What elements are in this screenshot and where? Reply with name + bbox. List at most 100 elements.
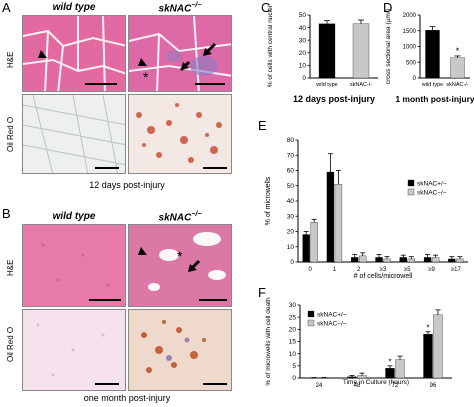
svg-text:*: * xyxy=(143,69,149,85)
panel-a-he-sknac-image: * xyxy=(128,15,232,92)
chart-e-bar xyxy=(448,258,456,263)
chart-e-bar xyxy=(359,255,367,263)
chart-e-ytick-label: 70 xyxy=(287,152,295,159)
panel-a-caption: 12 days post-injury xyxy=(89,180,165,190)
panel-b-oil-wildtype-image xyxy=(22,309,126,391)
chart-f-ytick-label: 20 xyxy=(289,327,297,334)
chart-f-category-label: 72 xyxy=(392,383,399,389)
chart-e-category-label: 2 xyxy=(357,267,361,273)
chart-e-bar xyxy=(310,222,318,263)
chart-f-category-label: 48 xyxy=(354,383,361,389)
chart-e-ytick-label: 0 xyxy=(290,259,294,266)
chart-e-bar xyxy=(431,257,440,263)
chart-e-category-label: ≥17 xyxy=(451,267,462,273)
chart-d-ytick-label: 500 xyxy=(406,60,417,66)
chart-e-bar xyxy=(326,171,335,263)
chart-e-category-label: ≥5 xyxy=(404,267,411,273)
chart-c-xlabel: 12 days post-injury xyxy=(293,94,375,104)
chart-e-bar xyxy=(407,258,415,263)
panel-b-he-wildtype-image xyxy=(22,224,126,307)
panel-b-he-sknac-image: * xyxy=(128,224,232,307)
chart-d-bar xyxy=(425,29,440,79)
chart-e-ytick-label: 30 xyxy=(287,213,295,220)
chart-c-bar xyxy=(352,23,370,79)
chart-c-ytick-label: 0 xyxy=(302,75,306,82)
chart-e-bar xyxy=(383,258,391,263)
chart-d-ylabel: cross sectional area (µm²) xyxy=(385,9,392,84)
chart-e-bar xyxy=(334,184,343,263)
chart-f-bar xyxy=(357,375,367,379)
panel-b-oil-sknac-image xyxy=(128,309,232,391)
chart-f-legend-label: skNAC−/− xyxy=(317,321,347,328)
panel-b-caption: one month post-injury xyxy=(83,393,171,403)
chart-e-ytick-label: 50 xyxy=(287,183,295,190)
chart-e-legend-swatch xyxy=(407,179,415,187)
chart-f-ytick-label: 5 xyxy=(292,363,296,370)
panel-e-letter: E xyxy=(258,118,267,133)
panel-b-col1-header: wild type xyxy=(52,211,96,222)
chart-d-category-label: wild type xyxy=(421,82,443,88)
chart-f-ytick-label: 10 xyxy=(289,351,297,358)
panel-f-letter: F xyxy=(258,285,266,300)
panel-a-col2-header: skNAC−/− xyxy=(158,2,202,15)
chart-e-ytick-label: 80 xyxy=(287,137,295,144)
chart-d-bar xyxy=(450,57,465,79)
chart-d-significance-star: * xyxy=(456,46,460,56)
chart-c-ytick-label: 20 xyxy=(299,50,307,57)
chart-d-ytick-label: 0 xyxy=(413,76,417,82)
panel-d-letter: D xyxy=(383,0,392,15)
chart-f-bar xyxy=(347,376,357,379)
svg-text:*: * xyxy=(177,248,183,264)
chart-e-ytick-label: 60 xyxy=(287,168,295,175)
panel-a-col1-header: wild type xyxy=(52,2,96,13)
panel-b-col2-header: skNAC−/− xyxy=(158,211,202,224)
chart-e-legend-swatch xyxy=(407,188,415,196)
chart-d-category-label: skNAC-/- xyxy=(446,82,468,88)
chart-f-xlabel: Time in Culture (hours) xyxy=(343,379,409,386)
chart-f-bar xyxy=(385,368,395,379)
chart-e-legend-label: skNAC−/− xyxy=(417,190,447,197)
chart-c-ylabel: % of cells with central nuclei xyxy=(267,6,274,87)
chart-f-bar xyxy=(395,359,405,379)
chart-c-ytick-label: 30 xyxy=(299,37,307,44)
chart-e-bar xyxy=(375,257,383,263)
chart-e-category-label: 0 xyxy=(308,267,312,273)
chart-e-bar xyxy=(302,234,310,263)
chart-f-category-label: 96 xyxy=(430,383,437,389)
chart-f-ylabel: % of microwells with cell death xyxy=(265,297,272,386)
chart-f-ytick-label: 15 xyxy=(289,339,297,346)
chart-d-ytick-label: 2000 xyxy=(403,13,417,19)
chart-f-category-label: 24 xyxy=(316,383,323,389)
chart-f-significance-star: * xyxy=(388,357,391,366)
chart-c-ytick-label: 40 xyxy=(299,25,307,32)
chart-f-ytick-label: 30 xyxy=(289,302,297,309)
panel-a-letter: A xyxy=(2,0,11,15)
panel-b-letter: B xyxy=(2,206,11,221)
chart-e-bar xyxy=(423,257,432,263)
chart-e-legend-label: skNAC+/− xyxy=(417,181,447,188)
panel-a-oil-wildtype-image xyxy=(22,94,126,174)
chart-d-ytick-label: 1000 xyxy=(403,45,417,51)
chart-f-ytick-label: 0 xyxy=(292,375,296,382)
chart-c-ytick-label: 50 xyxy=(299,12,307,19)
chart-f-legend-swatch xyxy=(307,319,315,327)
chart-c-ytick-label: 10 xyxy=(299,63,307,70)
chart-d-xlabel: 1 month post-injury xyxy=(395,94,474,104)
chart-e-category-label: ≥9 xyxy=(428,267,435,273)
chart-f-bar xyxy=(423,334,433,379)
chart-e-bar xyxy=(351,257,359,263)
chart-e-ytick-label: 20 xyxy=(287,229,295,236)
chart-e-xlabel: # of cells/microwell xyxy=(354,273,413,280)
chart-c-category-label: skNAC-/- xyxy=(350,82,372,88)
chart-e-ylabel: % of microwells xyxy=(265,176,272,225)
chart-f-bar xyxy=(433,314,443,379)
chart-c-category-label: wild type xyxy=(315,82,337,88)
chart-f-legend-swatch xyxy=(307,310,315,318)
chart-e-bar xyxy=(399,257,407,263)
chart-e-category-label: 1 xyxy=(333,267,337,273)
panel-a-oil-sknac-image xyxy=(128,94,232,174)
chart-e-category-label: ≥3 xyxy=(380,267,387,273)
panel-c-letter: C xyxy=(261,0,270,15)
chart-f-legend-label: skNAC+/− xyxy=(317,312,347,319)
